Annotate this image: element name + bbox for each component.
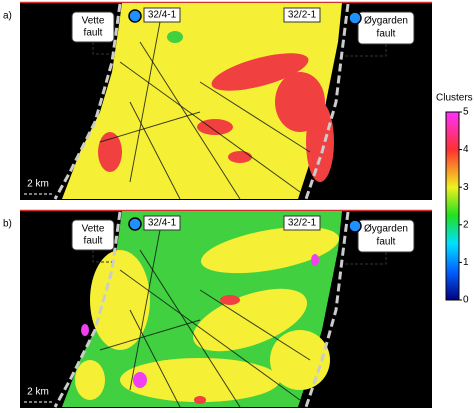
cluster-patch: [200, 226, 340, 274]
callout-text: Øygarden: [364, 224, 408, 235]
well-label: 32/2-1: [288, 218, 317, 229]
cluster-patch: [311, 254, 319, 266]
fault-trace: [129, 309, 181, 408]
well-box: [283, 215, 321, 231]
cluster-patch: [81, 324, 89, 336]
leader-line: [345, 252, 387, 265]
fault-line: [53, 3, 122, 200]
cluster-patch: [306, 102, 334, 182]
callout-text: Vette: [82, 224, 105, 235]
well-box: [143, 215, 181, 231]
callout-text: Øygarden: [364, 16, 408, 27]
well-marker: [348, 11, 362, 25]
well-label: 32/4-1: [148, 10, 177, 21]
callout-text: fault: [84, 28, 103, 39]
well-box: [283, 7, 321, 23]
colorbar-label: Clusters: [436, 93, 473, 104]
panel-label: a): [3, 11, 12, 22]
well-marker: [128, 217, 142, 231]
cluster-patch: [211, 53, 309, 91]
cluster-patch: [192, 288, 308, 352]
colorbar-tick-label: 4: [463, 144, 469, 155]
fault-trace: [119, 269, 301, 401]
fault-line: [304, 3, 350, 200]
fault-trace: [129, 229, 161, 391]
cluster-patch: [90, 250, 150, 350]
well-label: 32/4-1: [148, 218, 177, 229]
fault-trace: [99, 111, 201, 143]
cluster-patch: [228, 151, 252, 163]
panel-label: b): [3, 219, 12, 230]
cluster-patch: [197, 119, 233, 135]
colorbar-tick-label: 5: [463, 107, 469, 118]
colorbar-tick-label: 0: [463, 295, 469, 306]
fault-trace: [129, 101, 181, 200]
leader-line: [345, 44, 387, 57]
scale-label: 2 km: [27, 179, 49, 190]
scale-label: 2 km: [27, 387, 49, 398]
cluster-patch: [270, 330, 330, 390]
fault-line: [304, 211, 350, 408]
fault-trace: [129, 21, 161, 183]
well-marker: [348, 219, 362, 233]
colorbar-tick-label: 2: [463, 219, 469, 230]
cluster-patch: [75, 360, 105, 400]
callout-text: fault: [377, 237, 396, 248]
callout-text: fault: [377, 29, 396, 40]
fault-trace: [99, 319, 201, 351]
colorbar-tick-label: 1: [463, 257, 469, 268]
colorbar: [445, 111, 460, 301]
well-label: 32/2-1: [288, 10, 317, 21]
colorbar-tick-label: 3: [463, 182, 469, 193]
cluster-patch: [98, 132, 122, 172]
fault-trace: [199, 81, 311, 153]
fault-line: [53, 211, 122, 408]
cluster-patch: [133, 372, 147, 388]
fault-trace: [199, 289, 311, 361]
leader-line: [92, 42, 112, 55]
cluster-patch: [220, 295, 240, 305]
fault-trace: [139, 41, 241, 200]
fault-trace: [139, 249, 241, 408]
well-marker: [128, 9, 142, 23]
fault-trace: [119, 61, 301, 193]
callout-text: fault: [84, 236, 103, 247]
leader-line: [92, 250, 112, 263]
cluster-patch: [167, 31, 183, 43]
map-area: [62, 3, 342, 199]
well-box: [143, 7, 181, 23]
callout-text: Vette: [82, 16, 105, 27]
cluster-patch: [194, 396, 206, 404]
